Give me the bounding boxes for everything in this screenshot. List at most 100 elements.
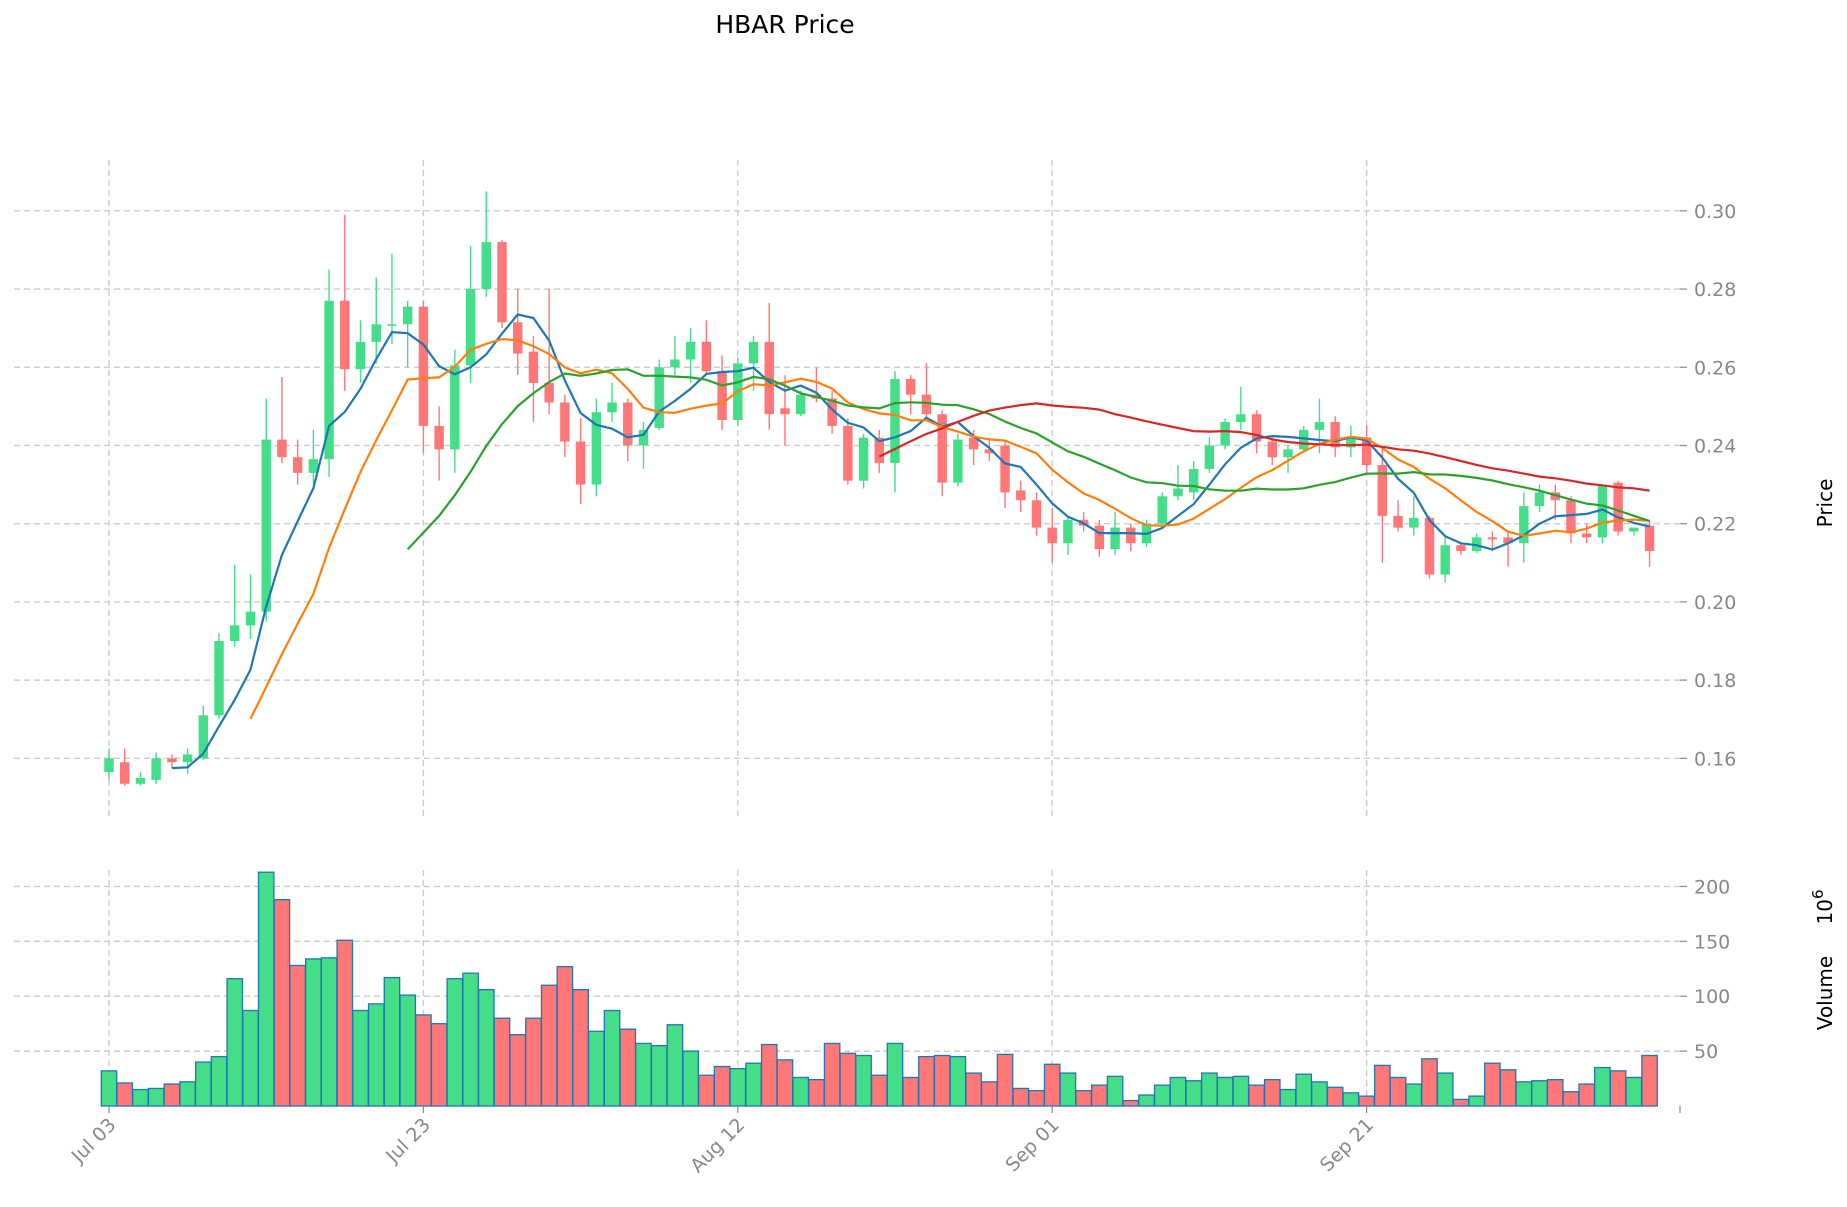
candle-body xyxy=(1000,445,1010,493)
volume-bar xyxy=(336,939,354,1107)
price-axis-title: Price xyxy=(1813,479,1837,528)
volume-bar xyxy=(886,1042,904,1107)
volume-bar xyxy=(1578,1083,1596,1107)
candle-body xyxy=(245,611,256,626)
volume-bar xyxy=(1043,1063,1061,1107)
ma20-line xyxy=(406,368,1650,550)
price-tick-label: 0.24 xyxy=(1694,435,1736,457)
candle-body xyxy=(418,306,429,426)
candle-body xyxy=(1188,468,1199,493)
candle-body xyxy=(434,425,444,450)
volume-bar xyxy=(1609,1070,1627,1107)
volume-bar xyxy=(477,988,495,1107)
volume-bar xyxy=(839,1052,857,1107)
candle-body xyxy=(1393,515,1403,528)
candle-body xyxy=(717,371,727,421)
volume-axis-title: Volume xyxy=(1813,956,1837,1030)
volume-scale-exponent: 6 xyxy=(1809,890,1827,900)
volume-bar xyxy=(257,871,275,1107)
volume-bar xyxy=(918,1055,935,1107)
ma10-line xyxy=(249,337,1650,720)
volume-bar xyxy=(713,1065,731,1107)
candle-body xyxy=(1566,500,1576,534)
volume-bar xyxy=(273,898,291,1107)
volume-bar xyxy=(1012,1087,1030,1107)
volume-bar xyxy=(1594,1066,1611,1107)
candle-body xyxy=(261,439,271,612)
price-tick-label: 0.16 xyxy=(1694,748,1736,770)
price-tick-label: 0.30 xyxy=(1694,201,1736,223)
candle-body xyxy=(402,306,413,325)
volume-bar xyxy=(1389,1076,1407,1107)
candle-body xyxy=(1126,527,1136,544)
volume-scale-base: 10 xyxy=(1813,899,1837,924)
volume-tick-label: 200 xyxy=(1694,876,1730,898)
volume-bar xyxy=(682,1050,699,1107)
candle-body xyxy=(843,425,853,481)
volume-tick-label: 50 xyxy=(1694,1041,1718,1063)
volume-bar xyxy=(603,1009,621,1107)
candle-body xyxy=(481,242,491,290)
volume-bar xyxy=(902,1076,920,1107)
volume-bars xyxy=(100,871,1658,1107)
candle-body xyxy=(1456,545,1466,552)
candle-body xyxy=(230,625,240,642)
volume-bar xyxy=(1562,1091,1580,1107)
volume-bar xyxy=(1169,1076,1187,1107)
volume-bar xyxy=(635,1042,652,1107)
candle-body xyxy=(1157,496,1167,524)
volume-bar xyxy=(870,1074,888,1107)
volume-scale-label: 106 xyxy=(1809,890,1837,925)
volume-bar xyxy=(367,1003,385,1107)
volume-bar xyxy=(116,1082,134,1107)
price-tick-label: 0.22 xyxy=(1694,514,1736,536)
price-tick-label: 0.20 xyxy=(1694,592,1736,614)
volume-bar xyxy=(698,1074,715,1107)
chart-title: HBAR Price xyxy=(715,10,854,39)
volume-bar xyxy=(1326,1086,1344,1107)
date-tick-label: Sep 21 xyxy=(1316,1114,1378,1176)
candle-body xyxy=(890,379,900,464)
volume-bar xyxy=(1216,1076,1234,1107)
candle-body xyxy=(104,758,114,773)
candle-body xyxy=(1047,527,1057,544)
volume-bar xyxy=(1091,1084,1108,1107)
candle-body xyxy=(513,322,523,354)
candle-body xyxy=(1251,414,1262,442)
candle-body xyxy=(120,762,130,784)
volume-bar xyxy=(808,1079,825,1107)
volume-bar xyxy=(1452,1098,1470,1107)
candle-body xyxy=(685,341,696,360)
volume-bar xyxy=(650,1044,668,1107)
candle-body xyxy=(1534,492,1545,507)
candle-body xyxy=(1519,506,1529,544)
ma5-line xyxy=(171,313,1650,770)
volume-bar xyxy=(666,1024,684,1107)
candle-body xyxy=(182,754,193,763)
volume-bar xyxy=(1373,1064,1391,1107)
candle-body xyxy=(371,324,381,342)
price-tick-label: 0.28 xyxy=(1694,279,1736,301)
volume-bar xyxy=(855,1054,872,1107)
candle-body xyxy=(340,300,350,370)
candle-body xyxy=(968,437,979,450)
moving-average-lines xyxy=(171,313,1650,770)
volume-bar xyxy=(823,1042,841,1107)
volume-bar xyxy=(226,978,244,1107)
price-tick-label: 0.18 xyxy=(1694,670,1736,692)
volume-bar xyxy=(352,1009,369,1107)
volume-bar xyxy=(1059,1072,1077,1107)
volume-bar xyxy=(1279,1088,1297,1107)
candle-body xyxy=(670,359,680,368)
volume-bar xyxy=(1641,1054,1658,1107)
volume-bar xyxy=(100,1070,118,1107)
candle-body xyxy=(874,437,884,464)
volume-bar xyxy=(1138,1094,1155,1107)
candle-body xyxy=(1550,492,1560,501)
candle-body xyxy=(1503,537,1513,544)
candle-body xyxy=(921,394,932,415)
candle-body xyxy=(1409,517,1419,528)
volume-bar xyxy=(1436,1072,1454,1107)
candle-body xyxy=(465,289,476,366)
